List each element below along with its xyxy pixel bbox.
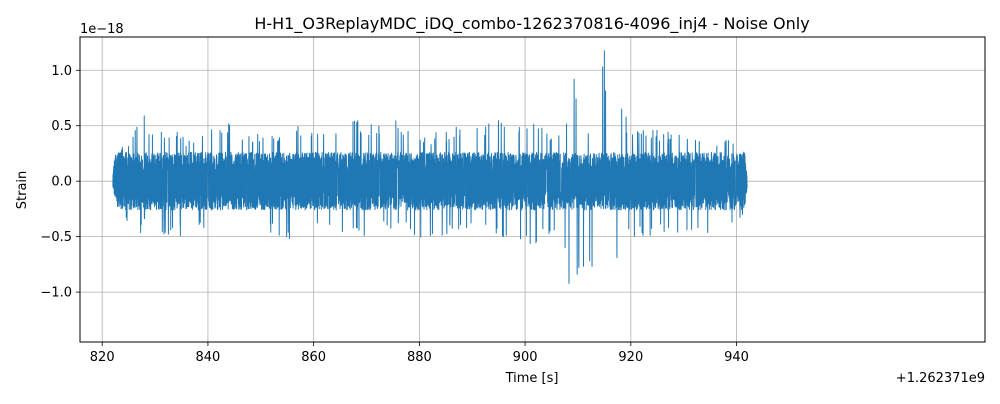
y-tick-label: 1.0 [51, 64, 72, 79]
y-axis-label: Strain [15, 171, 30, 210]
series-layer [112, 50, 748, 284]
y-axis-scale-label: 1e−18 [80, 22, 124, 37]
axes-frame [79, 36, 986, 343]
y-tick-label: 0.0 [51, 175, 72, 190]
y-tick-label: 0.5 [51, 119, 72, 134]
x-tick-label: 840 [196, 350, 221, 365]
y-tick-label: −1.0 [40, 286, 72, 301]
x-axis-ticks: 820 840 860 880 900 920 940 [90, 342, 749, 365]
y-tick-label: −0.5 [40, 230, 72, 245]
x-tick-label: 920 [618, 350, 643, 365]
x-axis-offset-label: +1.262371e9 [896, 371, 985, 386]
y-axis-ticks: −1.0 −0.5 0.0 0.5 1.0 [40, 64, 80, 301]
x-tick-label: 860 [301, 350, 326, 365]
x-tick-label: 880 [407, 350, 432, 365]
x-axis-label: Time [s] [505, 371, 559, 386]
chart-title: H-H1_O3ReplayMDC_iDQ_combo-1262370816-40… [254, 14, 809, 34]
x-tick-label: 820 [90, 350, 115, 365]
x-tick-label: 940 [724, 350, 749, 365]
x-tick-label: 900 [513, 350, 538, 365]
strain-series-line [112, 50, 748, 284]
